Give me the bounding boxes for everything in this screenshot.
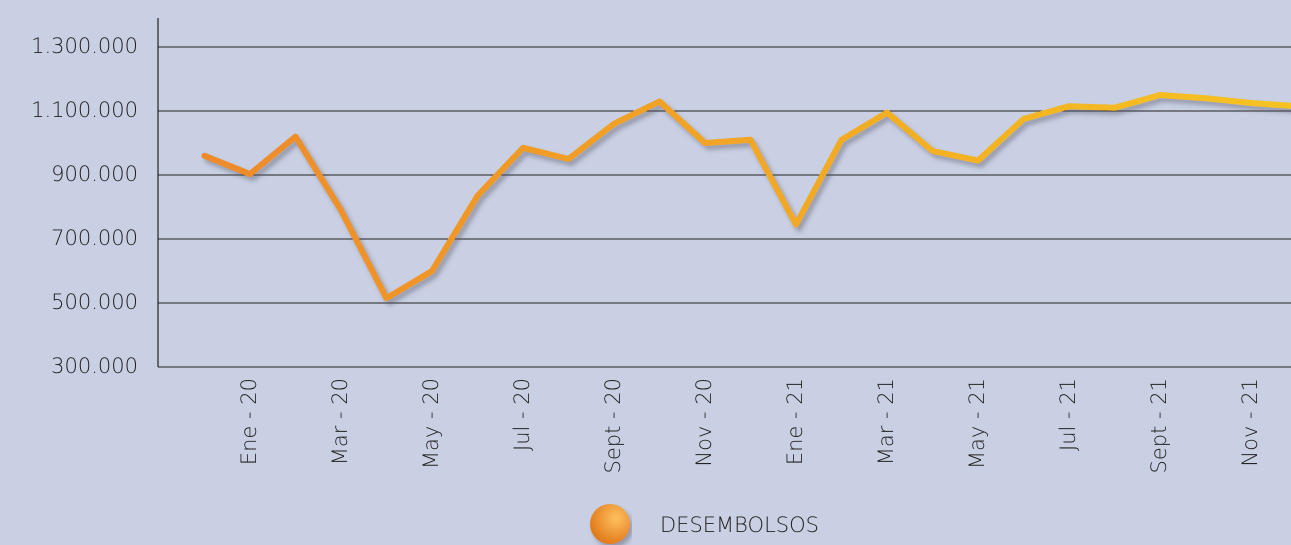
y-tick-label: 700.000: [51, 226, 138, 250]
x-tick-label: Mar - 21: [874, 378, 898, 465]
legend-label: DESEMBOLSOS: [660, 513, 819, 537]
x-tick-label: May - 20: [419, 378, 443, 469]
x-tick-label: Nov - 21: [1238, 378, 1262, 467]
y-tick-label: 900.000: [51, 162, 138, 186]
data-line: [201, 92, 1291, 302]
x-tick-label: May - 21: [965, 378, 989, 469]
y-tick-label: 300.000: [51, 354, 138, 378]
x-tick-label: Jul - 21: [1056, 378, 1080, 451]
x-tick-label: Nov - 20: [692, 378, 716, 467]
y-tick-label: 500.000: [51, 290, 138, 314]
x-tick-label: Ene - 20: [237, 378, 261, 465]
x-tick-label: Jul - 20: [510, 378, 534, 451]
x-tick-label: Mar - 20: [328, 378, 352, 465]
y-tick-label: 1.100.000: [31, 98, 138, 122]
x-tick-label: Sept - 21: [1147, 378, 1171, 473]
x-tick-label: Sept - 20: [601, 378, 625, 473]
y-tick-label: 1.300.000: [31, 34, 138, 58]
legend-marker: [590, 504, 630, 544]
x-tick-label: Ene - 21: [783, 378, 807, 465]
